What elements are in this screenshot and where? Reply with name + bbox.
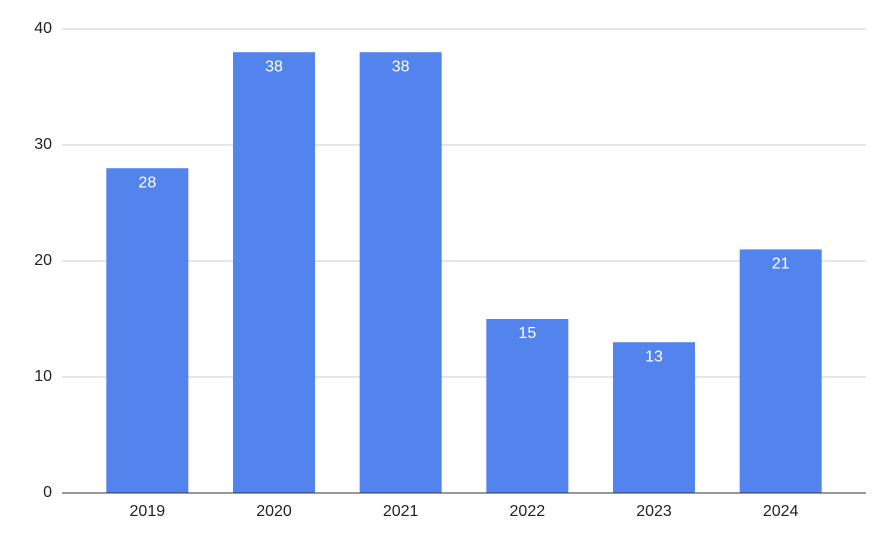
x-tick-label: 2024 — [763, 503, 799, 520]
data-label: 38 — [265, 58, 283, 75]
y-tick-label: 0 — [43, 484, 52, 501]
data-label: 15 — [518, 325, 536, 342]
x-tick-label: 2019 — [130, 503, 166, 520]
y-tick-label: 30 — [34, 136, 52, 153]
y-tick-label: 20 — [34, 252, 52, 269]
x-tick-label: 2022 — [510, 503, 546, 520]
bar — [106, 168, 189, 493]
data-label: 13 — [645, 348, 663, 365]
bar — [613, 342, 695, 493]
data-label: 28 — [138, 174, 156, 191]
y-tick-label: 10 — [34, 368, 52, 385]
bar — [359, 52, 442, 493]
y-tick-label: 40 — [34, 20, 52, 37]
x-tick-label: 2020 — [256, 503, 292, 520]
bar — [233, 52, 315, 493]
data-label: 38 — [392, 58, 410, 75]
x-tick-label: 2021 — [383, 503, 419, 520]
data-label: 21 — [772, 256, 790, 273]
bar — [739, 249, 822, 493]
bar — [486, 319, 569, 493]
x-tick-label: 2023 — [636, 503, 672, 520]
